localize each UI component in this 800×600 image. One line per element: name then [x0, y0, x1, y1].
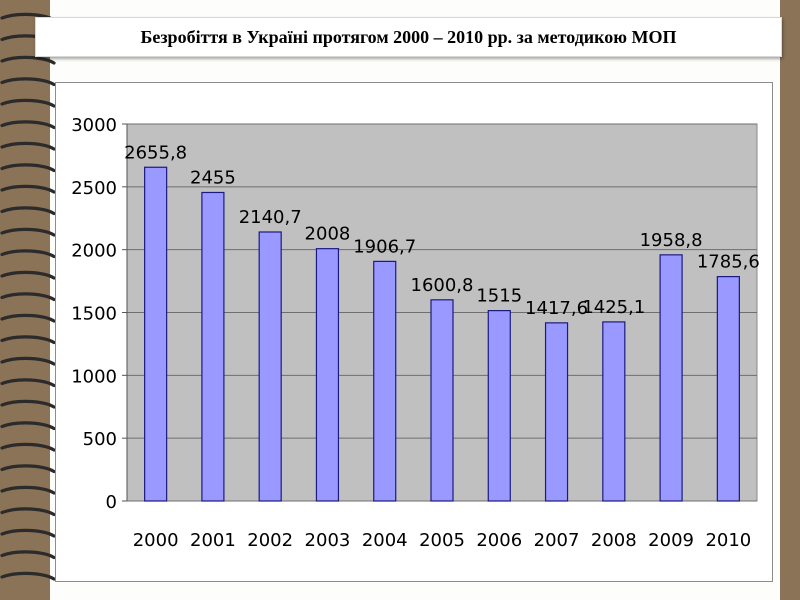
x-tick-label: 2003 [305, 530, 351, 551]
binding-ring [0, 571, 56, 581]
bar [258, 231, 282, 502]
data-label: 1958,8 [640, 230, 703, 251]
x-tick-label: 2004 [362, 530, 408, 551]
bar [315, 248, 340, 502]
binding-ring [0, 335, 56, 345]
binding-ring [0, 378, 56, 388]
bar [602, 321, 626, 502]
binding-ring [0, 313, 56, 323]
data-label: 1600,8 [411, 275, 474, 296]
x-tick-label: 2009 [648, 530, 694, 551]
binding-ring [0, 356, 56, 366]
binding-ring [0, 270, 56, 280]
y-tick-label: 2000 [71, 241, 117, 262]
binding-ring [0, 141, 56, 151]
binding-ring [0, 77, 56, 87]
slide-title: Безробіття в Україні протягом 2000 – 201… [140, 26, 677, 47]
x-tick-label: 2005 [419, 530, 465, 551]
notebook-binding [0, 12, 56, 581]
x-tick-label: 2001 [190, 530, 236, 551]
bar [659, 254, 683, 502]
bar [373, 260, 397, 502]
binding-ring [0, 184, 56, 194]
y-tick-label: 3000 [71, 115, 117, 136]
data-label: 2140,7 [239, 207, 302, 228]
binding-ring [0, 55, 56, 65]
data-label: 1906,7 [353, 236, 416, 257]
x-tick-label: 2007 [534, 530, 580, 551]
binding-ring [0, 227, 56, 237]
binding-ring [0, 528, 56, 538]
binding-ring [0, 249, 56, 259]
x-tick-label: 2010 [705, 530, 751, 551]
binding-ring [0, 550, 56, 560]
data-label: 1785,6 [697, 252, 760, 273]
binding-ring [0, 163, 56, 173]
bar [716, 276, 740, 502]
bar [430, 299, 454, 502]
data-label: 2008 [305, 224, 351, 245]
y-tick-label: 500 [83, 429, 117, 450]
data-label: 1417,6 [525, 298, 588, 319]
y-tick-label: 2500 [71, 178, 117, 199]
binding-ring [0, 464, 56, 474]
binding-ring [0, 292, 56, 302]
binding-ring [0, 421, 56, 431]
data-label: 1515 [476, 286, 522, 307]
x-tick-label: 2002 [247, 530, 293, 551]
x-tick-label: 2008 [591, 530, 637, 551]
x-tick-label: 2006 [476, 530, 522, 551]
data-label: 2655,8 [124, 142, 187, 163]
bar [544, 322, 569, 502]
data-label: 2455 [190, 167, 236, 188]
y-tick-label: 1500 [71, 304, 117, 325]
bar [487, 310, 511, 502]
data-label: 1425,1 [582, 297, 645, 318]
binding-ring [0, 399, 56, 409]
slide-title-box: Безробіття в Україні протягом 2000 – 201… [35, 17, 782, 57]
binding-ring [0, 442, 56, 452]
y-tick-label: 0 [106, 492, 117, 513]
binding-ring [0, 98, 56, 108]
bar [144, 166, 168, 502]
bar [201, 191, 225, 502]
binding-ring [0, 485, 56, 495]
y-tick-label: 1000 [71, 366, 117, 387]
binding-ring [0, 206, 56, 216]
binding-ring [0, 120, 56, 130]
binding-ring [0, 507, 56, 517]
x-tick-label: 2000 [133, 530, 179, 551]
